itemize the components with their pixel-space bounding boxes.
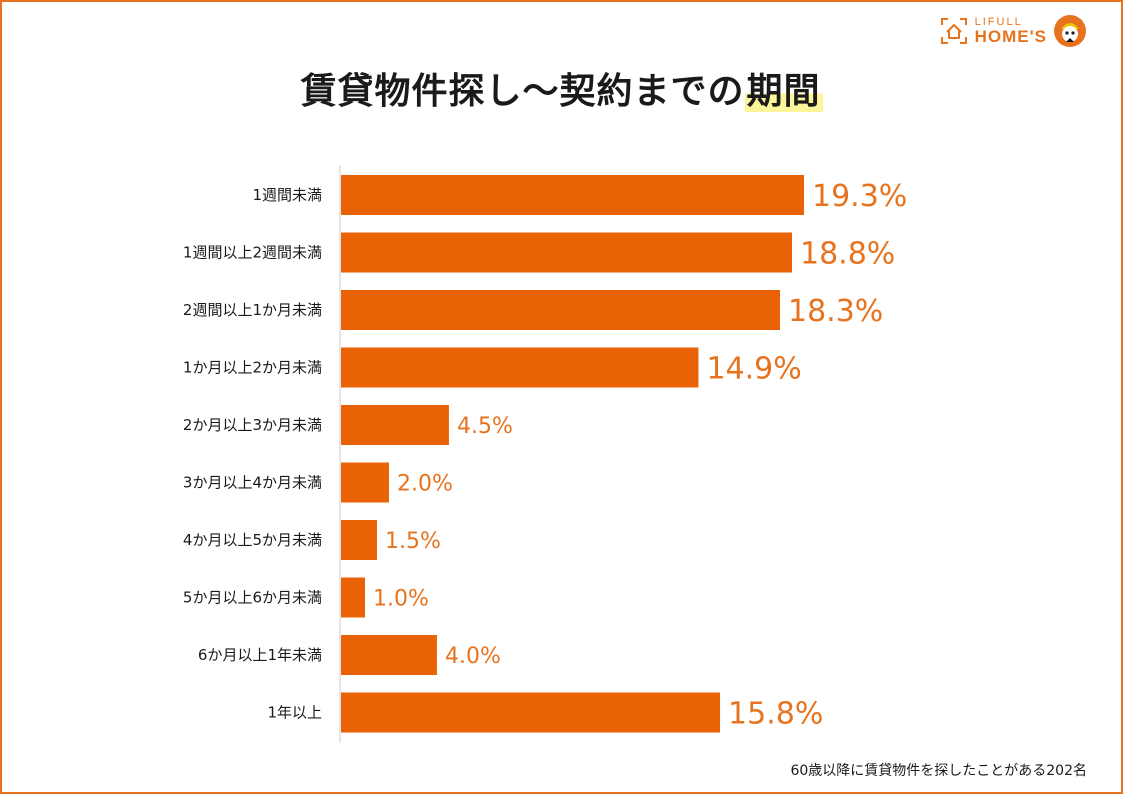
category-label: 3か月以上4か月未満 bbox=[183, 474, 322, 492]
brand-logo: LIFULL HOME'S bbox=[939, 14, 1087, 48]
category-label: 1週間未満 bbox=[252, 186, 322, 204]
value-label: 15.8% bbox=[728, 697, 823, 732]
value-label: 14.9% bbox=[706, 352, 801, 387]
bar bbox=[341, 462, 389, 503]
value-label: 4.0% bbox=[445, 644, 501, 669]
category-label: 4か月以上5か月未満 bbox=[183, 531, 322, 549]
brand-name: HOME'S bbox=[974, 27, 1047, 46]
bar bbox=[341, 175, 804, 215]
category-label: 2か月以上3か月未満 bbox=[183, 416, 322, 434]
category-label: 1年以上 bbox=[267, 704, 322, 722]
chart-title: 賃貸物件探し〜契約までの期間 bbox=[0, 62, 1123, 114]
category-label: 6か月以上1年未満 bbox=[198, 646, 322, 664]
value-label: 2.0% bbox=[397, 472, 453, 497]
category-label: 1週間以上2週間未満 bbox=[183, 244, 322, 262]
brand-small-text: LIFULL bbox=[974, 16, 1023, 28]
mascot-icon bbox=[1054, 15, 1086, 47]
value-label: 18.3% bbox=[788, 294, 883, 329]
bar bbox=[341, 692, 721, 733]
category-label: 1か月以上2か月未満 bbox=[183, 359, 322, 377]
value-label: 19.3% bbox=[812, 179, 907, 214]
bar bbox=[341, 577, 365, 618]
value-label: 1.0% bbox=[373, 587, 429, 612]
chart-title-main: 賃貸物件探し〜契約までの bbox=[300, 71, 745, 112]
bar bbox=[341, 635, 437, 675]
value-label: 18.8% bbox=[800, 237, 895, 272]
category-label: 5か月以上6か月未満 bbox=[183, 589, 322, 607]
house-icon bbox=[940, 18, 967, 44]
bar bbox=[341, 347, 699, 388]
bar bbox=[341, 405, 449, 445]
bar bbox=[341, 520, 377, 560]
footnote: 60歳以降に賃貸物件を探したことがある202名 bbox=[790, 763, 1087, 779]
chart-title-highlight: 期間 bbox=[744, 71, 823, 112]
value-label: 1.5% bbox=[385, 529, 441, 554]
category-label: 2週間以上1か月未満 bbox=[183, 301, 322, 319]
bar bbox=[341, 290, 781, 330]
bar bbox=[341, 232, 793, 273]
value-label: 4.5% bbox=[457, 414, 513, 439]
